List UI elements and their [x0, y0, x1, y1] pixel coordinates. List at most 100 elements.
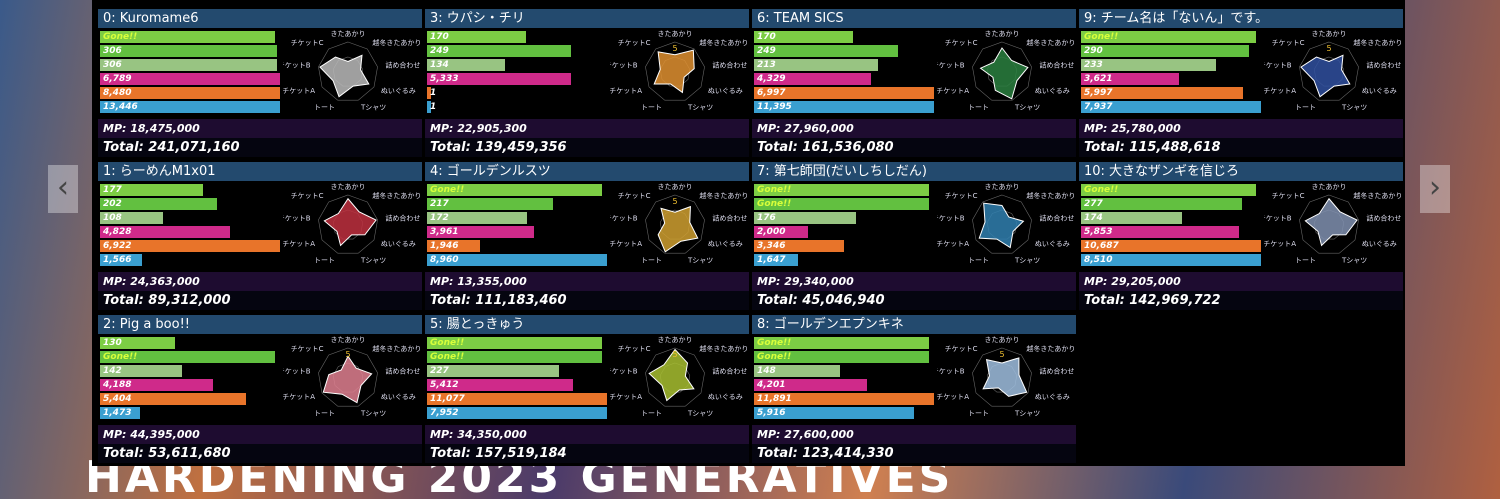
stat-bar — [100, 87, 280, 99]
stat-label: 249 — [757, 46, 776, 56]
team-title: 1: らーめんM1x01 — [98, 162, 422, 181]
team-total: Total: 157,519,184 — [425, 444, 749, 463]
radar-shape — [322, 355, 373, 404]
radar-scale: 5 — [672, 350, 677, 359]
stat-bar — [754, 31, 853, 43]
team-stats: 170 249 213 4,329 6,997 11,395 きたあかり 越冬きたあかり 詰め合… — [752, 28, 1076, 119]
radar-axis-label: ぬいぐるみ — [1362, 240, 1397, 248]
radar-axis-label: きたあかり — [331, 336, 366, 344]
radar-axis-label: チケットA — [937, 240, 969, 248]
team-total: Total: 111,183,460 — [425, 291, 749, 310]
stat-label: Gone!! — [103, 352, 138, 362]
radar-axis-label: Tシャツ — [687, 104, 713, 112]
stat-bar — [427, 365, 559, 377]
team-card: 6: TEAM SICS 170 249 213 4,329 6,997 11,395 きたあ… — [752, 9, 1076, 159]
next-button[interactable]: › — [1420, 165, 1450, 213]
team-mp: MP: 34,350,000 — [425, 425, 749, 444]
stat-bar — [1081, 59, 1217, 71]
stat-label: 4,201 — [757, 380, 786, 390]
stat-label: 249 — [430, 46, 449, 56]
stat-bar — [1081, 101, 1261, 113]
stat-label: 130 — [103, 338, 122, 348]
radar-scale: 5 — [345, 350, 350, 359]
radar-shape — [323, 197, 377, 247]
radar-axis-label: トート — [641, 104, 662, 112]
stat-bar — [754, 198, 929, 210]
stat-bar — [427, 101, 431, 113]
team-card: 10: 大きなザンギを信じろ Gone!! 277 174 5,853 10,687 8,5… — [1079, 162, 1403, 312]
radar-shape — [319, 54, 370, 98]
team-mp: MP: 44,395,000 — [98, 425, 422, 444]
radar-axis-label: チケットA — [283, 240, 315, 248]
team-total: Total: 142,969,722 — [1079, 291, 1403, 310]
radar-axis-label: きたあかり — [1312, 30, 1347, 38]
stat-label: 11,891 — [757, 394, 792, 404]
stat-label: Gone!! — [430, 352, 465, 362]
radar-axis-label: 越冬きたあかり — [372, 191, 421, 200]
radar-axis-label: トート — [968, 410, 989, 418]
radar-shape — [1304, 197, 1358, 247]
stat-label: 142 — [103, 366, 122, 376]
stat-bar — [100, 365, 183, 377]
stat-bar — [100, 31, 275, 43]
stat-bar — [427, 240, 480, 252]
stat-bar — [754, 45, 899, 57]
radar-grid — [645, 347, 705, 407]
team-card: 0: Kuromame6 Gone!! 306 306 6,789 8,480 13,446… — [98, 9, 422, 159]
stat-label: 2,000 — [757, 227, 786, 237]
stat-label: 6,922 — [103, 241, 132, 251]
stat-label: Gone!! — [757, 352, 792, 362]
team-title: 8: ゴールデンエプンキネ — [752, 315, 1076, 334]
stat-bar — [100, 393, 246, 405]
team-title: 4: ゴールデンルスツ — [425, 162, 749, 181]
stat-bar — [427, 351, 602, 363]
radar-axis-label: 越冬きたあかり — [1026, 191, 1075, 200]
radar-axis-label: きたあかり — [658, 336, 693, 344]
team-total: Total: 89,312,000 — [98, 291, 422, 310]
radar-axis-label: トート — [314, 257, 335, 265]
stat-label: 306 — [103, 60, 122, 70]
stat-bar — [427, 337, 602, 349]
team-stats: Gone!! Gone!! 227 5,412 11,077 7,952 きたあかり 越冬きた… — [425, 334, 749, 425]
team-card: 4: ゴールデンルスツ Gone!! 217 172 3,961 1,946 8,960 きた… — [425, 162, 749, 312]
stat-bar — [754, 226, 808, 238]
stat-label: 7,937 — [1084, 102, 1113, 112]
radar-axis-label: チケットC — [618, 345, 651, 353]
radar-axis-label: 詰め合わせ — [385, 60, 420, 69]
stat-bar — [754, 254, 799, 266]
stat-label: 1 — [430, 102, 437, 112]
stat-label: 8,510 — [1084, 255, 1113, 265]
stat-bar — [100, 198, 218, 210]
stat-bar — [427, 59, 505, 71]
stat-bar — [100, 226, 231, 238]
radar-shape — [978, 202, 1025, 249]
stat-label: Gone!! — [1084, 185, 1119, 195]
stat-label: 1 — [430, 88, 437, 98]
stat-bar — [427, 31, 526, 43]
team-card: 7: 第七師団(だいしちしだん) Gone!! Gone!! 176 2,000 3,34… — [752, 162, 1076, 312]
radar-axis-label: 越冬きたあかり — [372, 344, 421, 353]
radar-axis-label: チケットA — [937, 87, 969, 95]
radar-axis-label: チケットB — [610, 61, 638, 69]
prev-button[interactable]: ‹ — [48, 165, 78, 213]
stat-bar — [754, 337, 929, 349]
stat-bar — [754, 73, 871, 85]
stat-label: 3,621 — [1084, 74, 1113, 84]
team-mp: MP: 13,355,000 — [425, 272, 749, 291]
stat-bar — [427, 254, 607, 266]
team-stats: 177 202 108 4,828 6,922 1,566 きたあかり 越冬きたあかり 詰め合わ… — [98, 181, 422, 272]
radar-axis-label: 詰め合わせ — [385, 366, 420, 375]
radar-axis-label: きたあかり — [658, 30, 693, 38]
stat-bar — [1081, 31, 1256, 43]
team-stats: Gone!! 306 306 6,789 8,480 13,446 きたあかり 越冬きたあかり… — [98, 28, 422, 119]
stat-bar — [754, 351, 929, 363]
radar-shape — [979, 47, 1029, 100]
radar-axis-label: Tシャツ — [360, 104, 386, 112]
radar-scale: 5 — [1326, 44, 1331, 53]
stat-bar — [100, 351, 275, 363]
radar-axis-label: トート — [314, 104, 335, 112]
stat-bar — [1081, 254, 1261, 266]
